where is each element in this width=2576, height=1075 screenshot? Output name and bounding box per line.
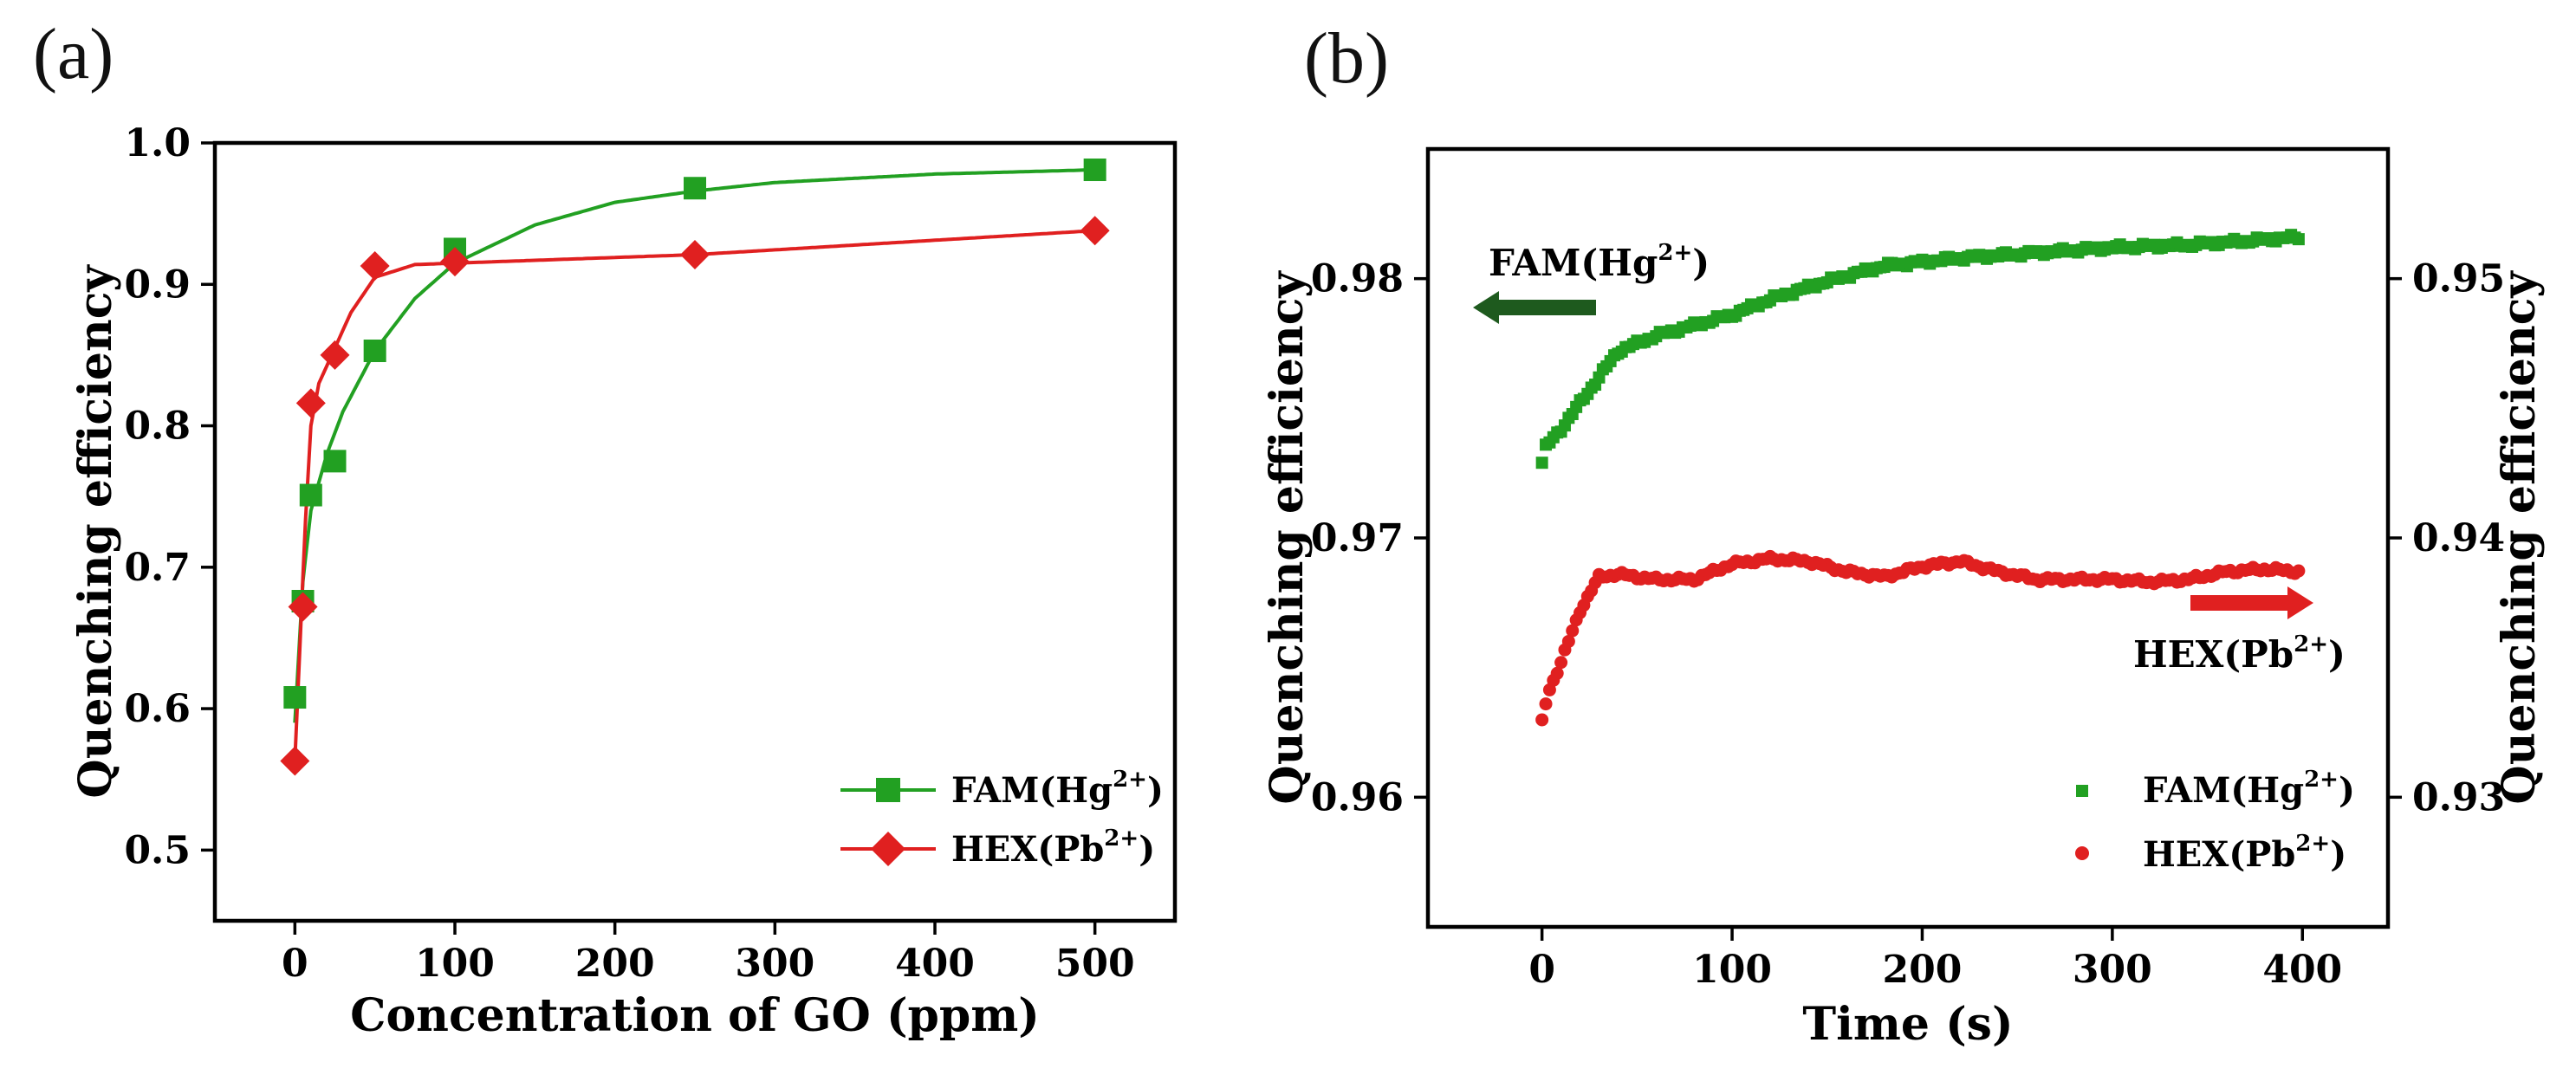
x-tick-label-a: 100 xyxy=(415,942,495,986)
y-tick-label-a: 0.9 xyxy=(124,262,191,307)
y-tick-label-left-b: 0.98 xyxy=(1311,257,1404,301)
annotation-fam-label: FAM(Hg2+) xyxy=(1489,240,1710,284)
y-axis-right-b: 0.93 0.94 0.95 xyxy=(2388,257,2505,819)
data-point-hex xyxy=(288,592,318,622)
y-axis-a: 0.5 0.6 0.7 0.8 0.9 1.0 xyxy=(124,121,215,872)
x-tick-label-a: 300 xyxy=(735,942,814,986)
y-tick-label-left-b: 0.96 xyxy=(1311,775,1404,819)
y-tick-label-a: 0.7 xyxy=(124,546,191,590)
y-tick-label-a: 1.0 xyxy=(124,121,191,165)
data-point-hex xyxy=(1554,656,1568,670)
legend-marker-hex xyxy=(2075,846,2089,860)
plot-frame-a xyxy=(212,140,1178,923)
data-point-hex xyxy=(280,746,310,776)
x-axis-title-a: Concentration of GO (ppm) xyxy=(350,989,1040,1042)
x-axis-a: 0 100 200 300 400 500 xyxy=(282,921,1135,986)
y-axis-title-a: Quenching efficiency xyxy=(69,264,122,799)
data-point-hex xyxy=(680,239,710,269)
x-tick-label-b: 300 xyxy=(2073,948,2152,992)
y-axis-title-left-b: Quenching efficiency xyxy=(1261,270,1314,805)
data-points-a xyxy=(280,159,1110,776)
y-tick-label-a: 0.8 xyxy=(124,405,191,449)
data-points-b xyxy=(1535,229,2306,727)
legend-marker-fam xyxy=(2076,785,2088,797)
y-tick-label-a: 0.6 xyxy=(124,687,191,731)
legend-label-fam: FAM(Hg2+) xyxy=(951,767,1164,811)
annotation-hex-label: HEX(Pb2+) xyxy=(2133,631,2346,676)
panel-label-a: (a) xyxy=(33,14,114,94)
data-point-hex xyxy=(360,251,390,282)
legend-a: FAM(Hg2+) HEX(Pb2+) xyxy=(840,767,1164,870)
y-axis-left-b: 0.96 0.97 0.98 xyxy=(1311,257,1428,819)
x-tick-label-b: 100 xyxy=(1692,948,1772,992)
data-point-fam xyxy=(363,340,386,363)
annotation-fam: FAM(Hg2+) xyxy=(1473,240,1710,324)
y-axis-title-right-b: Quenching efficiency xyxy=(2493,270,2546,805)
data-point-hex xyxy=(1550,666,1564,680)
legend-label-hex: HEX(Pb2+) xyxy=(2143,831,2346,875)
x-tick-label-a: 500 xyxy=(1055,942,1135,986)
x-tick-label-b: 400 xyxy=(2262,948,2342,992)
data-point-hex xyxy=(440,247,470,277)
data-point-fam xyxy=(684,177,706,200)
data-point-fam xyxy=(283,686,307,709)
chart-a: 0 100 200 300 400 500 0.5 0.6 0.7 0.8 0.9 1.0 Conc… xyxy=(69,121,1178,1042)
legend-marker-hex xyxy=(871,832,905,866)
data-point-fam xyxy=(2292,233,2305,246)
data-point-hex xyxy=(1566,624,1580,638)
x-tick-label-a: 0 xyxy=(282,942,308,986)
data-point-hex xyxy=(1539,697,1553,711)
data-point-fam xyxy=(299,483,322,507)
y-tick-label-a: 0.5 xyxy=(124,828,191,872)
data-point-hex xyxy=(1080,216,1110,246)
legend-marker-fam xyxy=(876,778,900,802)
data-point-fam xyxy=(1083,159,1106,182)
annotation-hex: HEX(Pb2+) xyxy=(2133,586,2346,676)
panel-label-b: (b) xyxy=(1304,18,1389,99)
data-point-hex xyxy=(295,388,326,418)
legend-label-fam: FAM(Hg2+) xyxy=(2143,767,2355,811)
y-tick-label-right-b: 0.93 xyxy=(2412,775,2505,819)
data-point-fam xyxy=(323,450,347,473)
arrow-right-icon xyxy=(2190,586,2313,619)
x-tick-label-a: 400 xyxy=(895,942,975,986)
x-tick-label-b: 0 xyxy=(1528,948,1555,992)
data-point-hex xyxy=(1535,713,1549,727)
legend-b: FAM(Hg2+) HEX(Pb2+) xyxy=(2075,767,2355,875)
x-axis-b: 0 100 200 300 400 xyxy=(1528,927,2342,992)
data-point-hex xyxy=(1561,634,1575,648)
legend-label-hex: HEX(Pb2+) xyxy=(951,826,1155,870)
data-point-hex xyxy=(2292,564,2306,578)
arrow-left-icon xyxy=(1473,291,1596,324)
x-tick-label-b: 200 xyxy=(1883,948,1963,992)
data-point-hex xyxy=(320,340,350,370)
y-tick-label-left-b: 0.97 xyxy=(1311,516,1404,560)
fit-curve-hex xyxy=(293,229,1095,761)
chart-b: 0 100 200 300 400 0.960.970.98 0.930.940.95 … xyxy=(1261,146,2546,1051)
y-tick-label-right-b: 0.94 xyxy=(2412,516,2505,560)
y-tick-label-right-b: 0.95 xyxy=(2412,257,2505,301)
x-tick-label-a: 200 xyxy=(575,942,655,986)
x-axis-title-b: Time (s) xyxy=(1802,998,2013,1051)
data-point-fam xyxy=(1535,457,1548,470)
